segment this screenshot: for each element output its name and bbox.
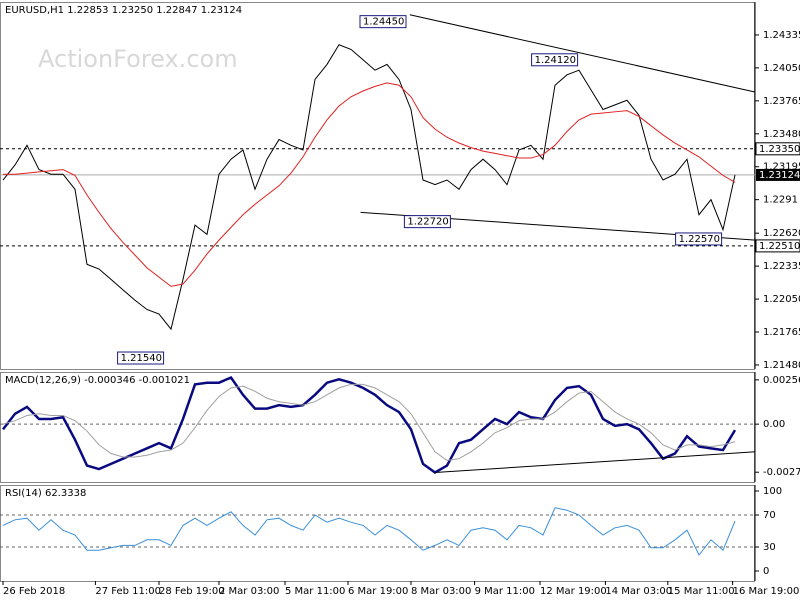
y-tick-label: 1.23195 (763, 162, 800, 173)
annotation-label: 1.24120 (535, 55, 576, 66)
x-tick-label: 8 Mar 03:00 (411, 586, 471, 597)
annotation-box (531, 53, 579, 67)
annotation-label: 1.24450 (363, 17, 404, 28)
x-tick-label: 12 Mar 19:00 (540, 586, 607, 597)
annotation-box (359, 15, 407, 29)
panel-title: MACD(12,26,9) -0.000346 -0.001021 (5, 375, 190, 386)
x-tick-label: 14 Mar 03:00 (605, 586, 672, 597)
y-tick-label: 30 (763, 542, 776, 553)
y-tick-label: 0.00 (763, 419, 785, 430)
series-line (3, 82, 736, 287)
y-tick-label: 1.23765 (763, 96, 800, 107)
x-tick-label: 6 Mar 19:00 (348, 586, 408, 597)
y-tick-label: 1.23480 (763, 129, 800, 140)
panel-title: RSI(14) 62.3338 (5, 488, 86, 499)
x-tick-label: 16 Mar 19:00 (733, 586, 800, 597)
watermark: ActionForex.com (38, 45, 238, 73)
series-line (2, 507, 736, 556)
annotation-label: 1.22570 (679, 234, 720, 245)
y-tick-label: 1.24050 (763, 63, 800, 74)
level-tag-label: 1.22510 (759, 241, 800, 252)
annotation-box (403, 215, 451, 229)
x-tick-label: 27 Feb 11:00 (95, 586, 161, 597)
y-tick-label: 0 (763, 566, 769, 577)
level-tag (755, 142, 800, 156)
y-tick-label: 1.22335 (763, 261, 800, 272)
trend-line (409, 14, 756, 93)
series-line (2, 383, 736, 461)
annotation-box (675, 232, 723, 246)
y-tick-label: 1.22050 (763, 294, 800, 305)
x-tick-label: 5 Mar 11:00 (285, 586, 345, 597)
y-tick-label: 1.24335 (763, 30, 800, 41)
annotation-label: 1.21540 (121, 353, 162, 364)
annotation-box (117, 351, 165, 365)
x-tick-label: 15 Mar 11:00 (668, 586, 735, 597)
annotation-label: 1.22720 (407, 217, 448, 228)
x-tick-label: 28 Feb 19:00 (159, 586, 225, 597)
y-tick-label: 1.22620 (763, 228, 800, 239)
level-tag (755, 239, 800, 253)
y-tick-label: 1.21480 (763, 360, 800, 371)
series-line (2, 375, 737, 474)
y-tick-label: 1.2291 (763, 195, 798, 206)
y-tick-label: 100 (763, 486, 782, 497)
last-price-label: 1.23124 (759, 170, 800, 181)
last-price-tag (756, 168, 800, 181)
y-tick-label: 0.002564 (763, 375, 800, 386)
y-tick-label: 1.21765 (763, 327, 800, 338)
y-tick-label: 70 (763, 510, 776, 521)
series-line (2, 44, 736, 331)
x-tick-label: 2 Mar 03:00 (219, 586, 279, 597)
trend-line (434, 451, 756, 474)
x-tick-label: 26 Feb 2018 (3, 586, 65, 597)
y-tick-label: -0.002783 (763, 467, 800, 478)
panel-title: EURUSD,H1 1.22853 1.23250 1.22847 1.2312… (5, 5, 242, 16)
x-tick-label: 9 Mar 11:00 (475, 586, 535, 597)
level-tag-label: 1.23350 (759, 144, 800, 155)
